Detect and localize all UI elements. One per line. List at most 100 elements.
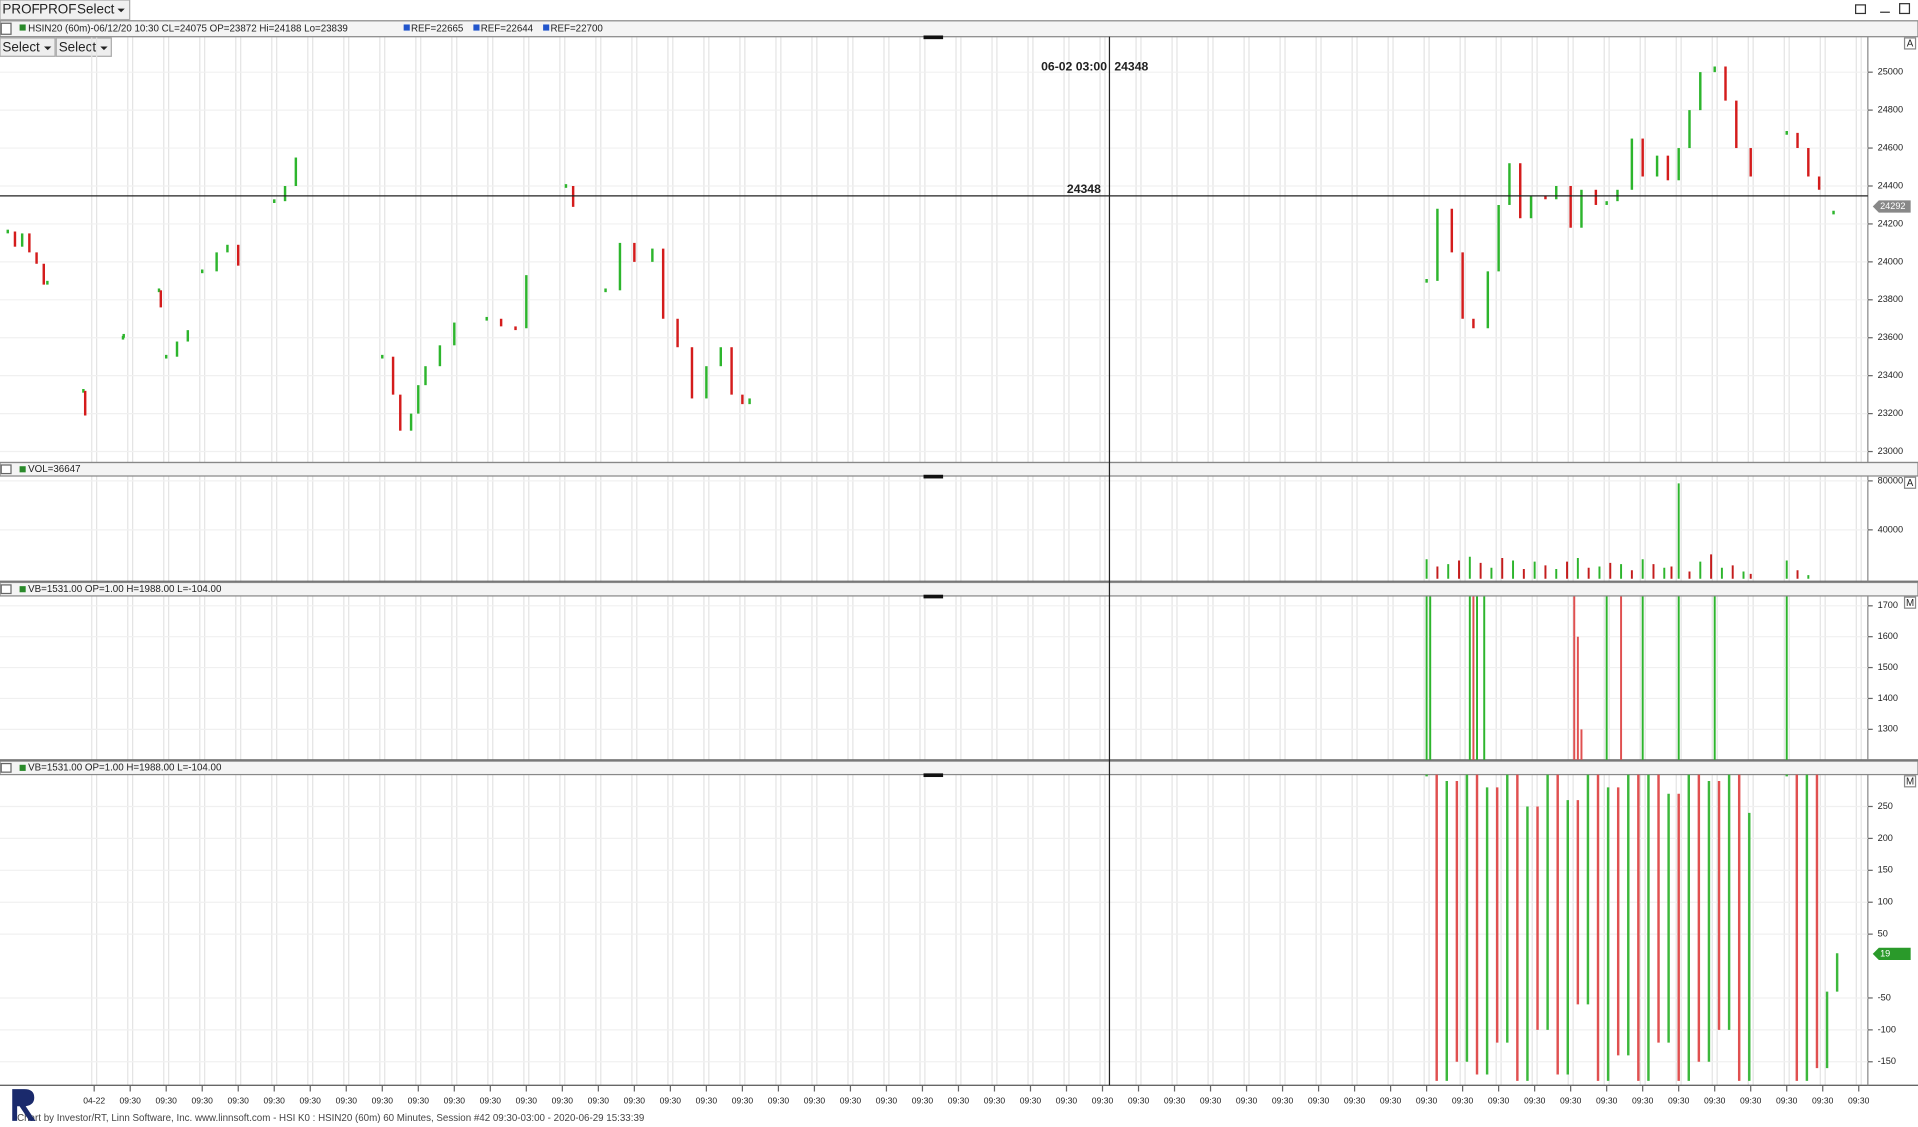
x-tick-label: 09:30 xyxy=(1740,1096,1762,1106)
footer: Chart by Investor/RT, Linn Software, Inc… xyxy=(17,1113,644,1124)
x-tick-label: 09:30 xyxy=(1308,1096,1330,1106)
x-tick-label: 09:30 xyxy=(1776,1096,1798,1106)
series-swatch xyxy=(19,586,26,593)
pane-title: VOL=36647 xyxy=(28,464,80,475)
dropdown-arrow xyxy=(100,46,108,51)
dropdown-arrow xyxy=(117,8,125,13)
select-dropdown[interactable]: Select xyxy=(59,39,97,54)
y-tick-label: 80000 xyxy=(1878,475,1903,485)
y-tick-label: 200 xyxy=(1878,833,1893,843)
x-tick-label: 09:30 xyxy=(444,1096,466,1106)
x-tick-label: 09:30 xyxy=(804,1096,826,1106)
y-tick-label: 23000 xyxy=(1878,446,1903,456)
y-tick-label: 1600 xyxy=(1878,631,1898,641)
y-tick-label: 25000 xyxy=(1878,67,1903,77)
x-tick-label: 09:30 xyxy=(660,1096,682,1106)
select-dropdown[interactable]: Select xyxy=(2,39,40,54)
y-tick-label: 24400 xyxy=(1878,180,1903,190)
select-box[interactable] xyxy=(0,37,56,57)
x-tick-label: 09:30 xyxy=(1848,1096,1870,1106)
dropdown-arrow xyxy=(44,46,52,51)
x-tick-label: 09:30 xyxy=(696,1096,718,1106)
y-tick-label: 23400 xyxy=(1878,370,1903,380)
close-box[interactable] xyxy=(0,22,12,35)
prof-button[interactable]: PROF xyxy=(39,1,76,16)
x-tick-label: 09:30 xyxy=(516,1096,538,1106)
y-tick-label: 50 xyxy=(1878,929,1888,939)
y-tick-label: 24200 xyxy=(1878,218,1903,228)
legend-entry: REF=22644 xyxy=(481,23,534,34)
legend-entry: REF=22700 xyxy=(550,23,603,34)
pane-handle xyxy=(923,35,944,40)
x-tick-label: 09:30 xyxy=(1488,1096,1510,1106)
x-tick-label: 09:30 xyxy=(624,1096,646,1106)
y-tick-label: 24800 xyxy=(1878,105,1903,115)
x-tick-label: 09:30 xyxy=(1704,1096,1726,1106)
last-value-tag xyxy=(1872,200,1911,213)
crosshair-time: 06-02 03:00 xyxy=(1041,60,1107,74)
x-tick-label: 09:30 xyxy=(1524,1096,1546,1106)
scale-mode-label: A xyxy=(1907,39,1914,50)
x-tick-label: 09:30 xyxy=(480,1096,502,1106)
maximize-icon[interactable] xyxy=(1899,3,1911,15)
x-tick-label: 09:30 xyxy=(552,1096,574,1106)
close-box[interactable] xyxy=(0,584,12,595)
restore-icon[interactable] xyxy=(1855,4,1867,15)
pane-title: VB=1531.00 OP=1.00 H=1988.00 L=-104.00 xyxy=(28,584,222,595)
x-tick-label: 09:30 xyxy=(408,1096,430,1106)
x-tick-label: 09:30 xyxy=(948,1096,970,1106)
legend-entry: REF=22665 xyxy=(411,23,464,34)
y-tick-label: -100 xyxy=(1878,1024,1896,1034)
series-swatch xyxy=(19,466,26,473)
series-swatch xyxy=(19,24,26,31)
plot xyxy=(6,66,1835,431)
x-tick-label: 09:30 xyxy=(300,1096,322,1106)
x-tick-label: 09:30 xyxy=(912,1096,934,1106)
crosshair-value: 24348 xyxy=(1067,182,1101,196)
pane-handle xyxy=(923,474,944,479)
y-tick-label: -150 xyxy=(1878,1056,1896,1066)
y-tick-label: 24600 xyxy=(1878,142,1903,152)
x-tick-label: 09:30 xyxy=(156,1096,178,1106)
x-tick-label: 09:30 xyxy=(1668,1096,1690,1106)
y-tick-label: 100 xyxy=(1878,897,1893,907)
legend-swatch xyxy=(543,24,550,31)
x-tick-label: 09:30 xyxy=(1056,1096,1078,1106)
y-tick-label: 1700 xyxy=(1878,600,1898,610)
select-dropdown[interactable]: Select xyxy=(77,1,115,16)
pane-header xyxy=(0,461,1918,477)
plot xyxy=(1425,483,1810,579)
close-box[interactable] xyxy=(0,464,12,475)
x-tick-label: 09:30 xyxy=(1632,1096,1654,1106)
y-tick-label: 250 xyxy=(1878,801,1893,811)
pane-header xyxy=(0,760,1918,776)
x-tick-label: 09:30 xyxy=(1272,1096,1294,1106)
prof-button[interactable]: PROF xyxy=(2,1,39,16)
y-tick-label: 24000 xyxy=(1878,256,1903,266)
toolbar xyxy=(0,0,131,21)
plot xyxy=(1425,596,1788,760)
y-tick-label: 1300 xyxy=(1878,724,1898,734)
x-tick-label: 09:30 xyxy=(1164,1096,1186,1106)
x-tick-label: 09:30 xyxy=(1200,1096,1222,1106)
x-tick-label: 09:30 xyxy=(192,1096,214,1106)
y-tick-label: 23800 xyxy=(1878,294,1903,304)
y-tick-label: 1400 xyxy=(1878,693,1898,703)
scale-mode-label: M xyxy=(1906,598,1914,609)
y-tick-label: 40000 xyxy=(1878,524,1903,534)
x-tick-label: 09:30 xyxy=(336,1096,358,1106)
scale-mode-label: M xyxy=(1906,777,1914,788)
crosshair-value: 24348 xyxy=(1114,60,1148,74)
x-tick-label: 09:30 xyxy=(1560,1096,1582,1106)
select-box[interactable] xyxy=(55,37,112,57)
close-box[interactable] xyxy=(0,762,12,773)
y-tick-label: 150 xyxy=(1878,865,1893,875)
pane-title: HSIN20 (60m)-06/12/20 10:30 CL=24075 OP=… xyxy=(28,23,348,34)
scale-mode-label: A xyxy=(1907,478,1914,489)
x-tick-label: 09:30 xyxy=(1020,1096,1042,1106)
pane-title: VB=1531.00 OP=1.00 H=1988.00 L=-104.00 xyxy=(28,762,222,773)
pane-handle xyxy=(923,594,944,599)
legend-swatch xyxy=(473,24,480,31)
